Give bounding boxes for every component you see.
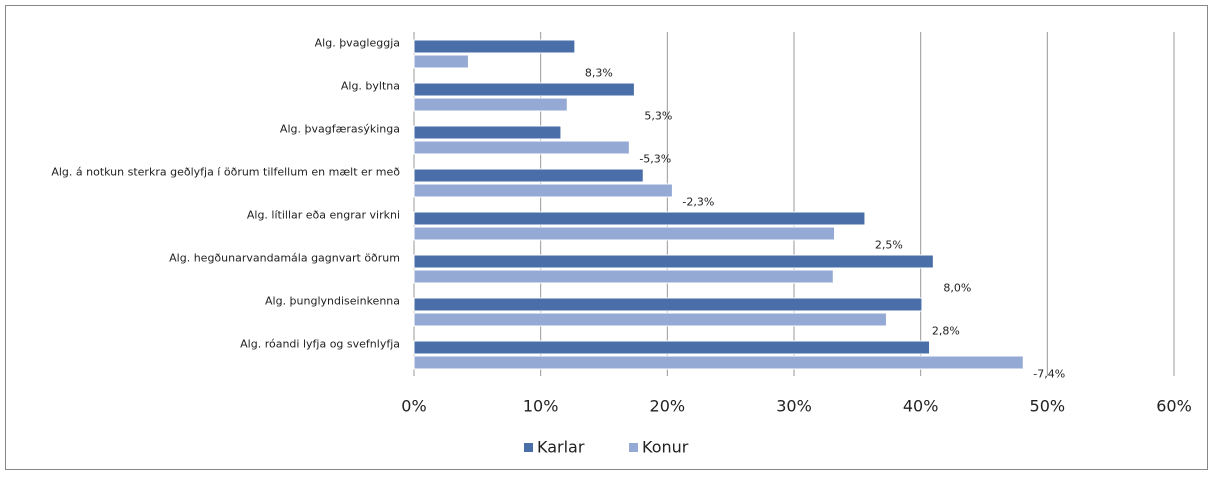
bar [413, 269, 834, 284]
data-annotation: 8,0% [943, 282, 971, 295]
bar [413, 211, 866, 226]
bar [413, 340, 931, 355]
data-annotation: -5,3% [639, 153, 671, 166]
x-tick-label: 30% [776, 397, 812, 416]
bar [413, 140, 630, 155]
x-tick-label: 0% [401, 397, 426, 416]
x-tick-label: 20% [650, 397, 686, 416]
x-tick-label: 60% [1156, 397, 1192, 416]
bar [413, 54, 469, 69]
bar [413, 82, 635, 97]
bar [413, 168, 644, 183]
x-tick-label: 10% [523, 397, 559, 416]
data-annotation: 8,3% [585, 67, 613, 80]
legend-swatch [629, 443, 638, 452]
data-annotation: 2,5% [875, 239, 903, 252]
bar [413, 97, 568, 112]
data-annotation: 5,3% [644, 110, 672, 123]
legend-label: Karlar [537, 438, 585, 457]
bar [413, 254, 934, 269]
bar [413, 312, 887, 327]
x-tick-label: 50% [1030, 397, 1066, 416]
y-tick-label: Alg. byltna [341, 80, 400, 93]
data-annotation: -7,4% [1033, 368, 1065, 381]
data-annotation: 2,8% [932, 325, 960, 338]
y-tick-label: Alg. lítillar eða engrar virkni [247, 209, 400, 222]
bar [413, 125, 562, 140]
bar [413, 39, 576, 54]
y-tick-label: Alg. hegðunarvandamála gagnvart öðrum [169, 252, 400, 265]
legend-swatch [524, 443, 533, 452]
y-tick-label: Alg. á notkun sterkra geðlyfja í öðrum t… [51, 166, 400, 179]
data-annotation: -2,3% [682, 196, 714, 209]
y-tick-label: Alg. róandi lyfja og svefnlyfja [240, 338, 400, 351]
bar [413, 226, 836, 241]
y-tick-label: Alg. þvagleggja [315, 37, 400, 50]
x-tick-label: 40% [903, 397, 939, 416]
y-tick-label: Alg. þvagfærasýkinga [280, 123, 400, 136]
bar [413, 183, 673, 198]
y-tick-label: Alg. þunglyndiseinkenna [265, 295, 400, 308]
bar [413, 297, 923, 312]
bar [413, 355, 1024, 370]
legend-label: Konur [642, 438, 689, 457]
